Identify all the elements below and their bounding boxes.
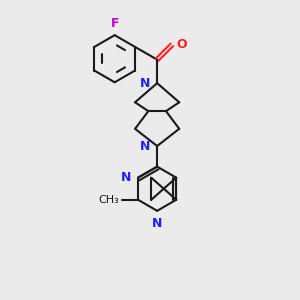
Text: N: N: [140, 77, 151, 90]
Text: O: O: [176, 38, 187, 51]
Text: F: F: [110, 17, 119, 30]
Text: CH₃: CH₃: [99, 195, 119, 205]
Text: N: N: [152, 217, 162, 230]
Text: N: N: [140, 140, 151, 152]
Text: N: N: [121, 171, 131, 184]
